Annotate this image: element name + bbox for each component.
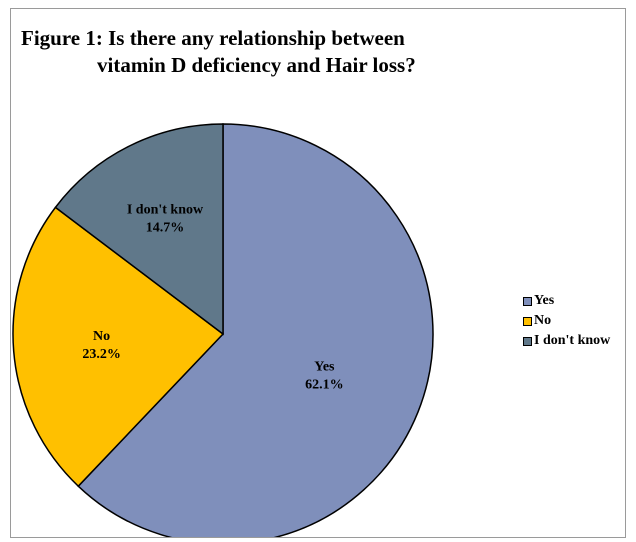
slice-category-label-no: No: [93, 329, 110, 344]
pie-chart: Yes 62.1% No 23.2% I don't know 14.7%: [12, 123, 434, 537]
legend-swatch-yes: [523, 296, 532, 306]
pie-slice-dont-know: [54, 123, 224, 336]
chart-title: Figure 1: Is there any relationship betw…: [21, 25, 491, 79]
legend-label-dont-know: I don't know: [534, 333, 611, 348]
chart-frame: Figure 1: Is there any relationship betw…: [10, 8, 626, 538]
legend-item-dont-know: I don't know: [523, 331, 610, 351]
chart-title-line-1: Figure 1: Is there any relationship betw…: [21, 26, 405, 50]
legend-item-no: No: [523, 311, 610, 331]
legend-item-yes: Yes: [523, 291, 610, 311]
legend-swatch-no: [523, 316, 532, 326]
chart-title-line-2: vitamin D deficiency and Hair loss?: [97, 53, 416, 77]
legend-label-no: No: [534, 313, 552, 328]
slice-value-label-no: 23.2%: [82, 347, 121, 362]
pie-slice-no: [12, 206, 225, 488]
slice-category-label-dont-know: I don't know: [127, 202, 204, 217]
legend-label-yes: Yes: [534, 293, 555, 308]
legend-swatch-dont-know: [523, 336, 532, 346]
chart-legend: Yes No I don't know: [523, 291, 610, 351]
pie-slice-yes: [77, 123, 434, 537]
slice-value-label-dont-know: 14.7%: [146, 220, 185, 235]
slice-category-label-yes: Yes: [314, 360, 335, 375]
slice-value-label-yes: 62.1%: [305, 378, 344, 393]
